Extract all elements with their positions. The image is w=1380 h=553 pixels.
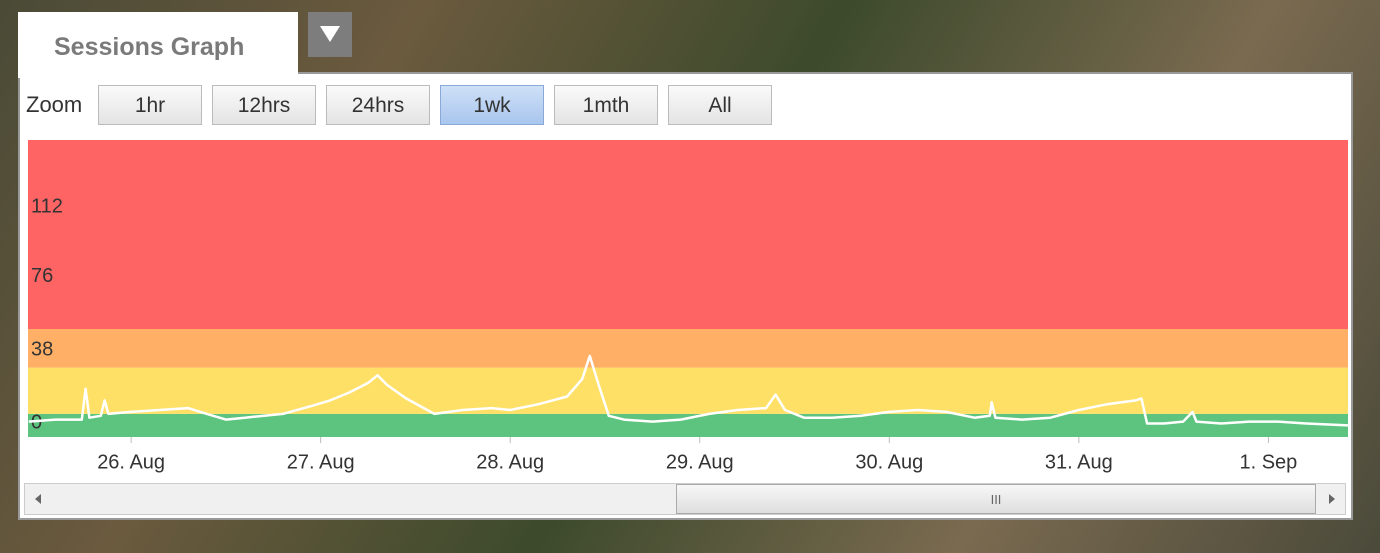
tab[interactable]: Sessions Graph [18, 12, 298, 78]
scroll-left[interactable] [29, 489, 49, 509]
zoom-button[interactable]: 1hr [98, 85, 202, 125]
scroll-thumb[interactable]: III [676, 484, 1316, 514]
zoom-button[interactable]: 1mth [554, 85, 658, 125]
scroll-right[interactable] [1321, 489, 1341, 509]
panel [18, 72, 1353, 520]
zoom-button[interactable]: 12hrs [212, 85, 316, 125]
zoom-button[interactable]: 24hrs [326, 85, 430, 125]
zoom-button[interactable]: 1wk [440, 85, 544, 125]
zoom-label: Zoom [26, 92, 82, 118]
dropdown[interactable] [308, 12, 352, 57]
zoom-button[interactable]: All [668, 85, 772, 125]
page: Sessions Graph Zoom 1hr12hrs24hrs1wk1mth… [0, 0, 1380, 553]
dropdown-icon [308, 12, 352, 57]
